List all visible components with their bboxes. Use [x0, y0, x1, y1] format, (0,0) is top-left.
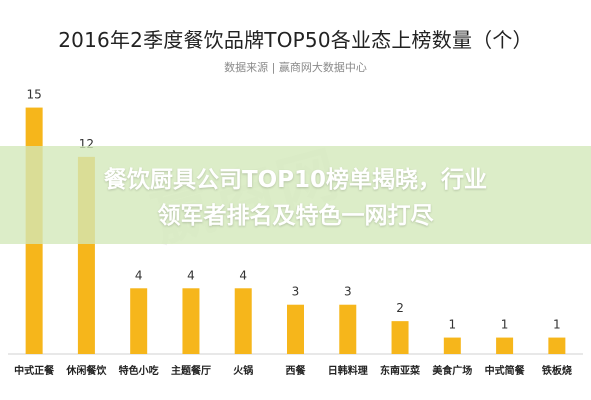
- data-label-6: 3: [344, 285, 352, 299]
- bar-4: [234, 288, 252, 354]
- x-tick-label-2: 特色小吃: [119, 364, 159, 377]
- data-label-4: 4: [239, 268, 247, 282]
- data-label-0: 15: [26, 88, 41, 102]
- data-label-3: 4: [187, 268, 195, 282]
- headline-text: 餐饮厨具公司TOP10榜单揭晓，行业 领军者排名及特色一网打尽: [0, 162, 591, 234]
- bar-6: [339, 304, 357, 354]
- x-tick-label-6: 日韩料理: [328, 364, 368, 377]
- bar-10: [548, 337, 566, 354]
- bar-3: [182, 288, 200, 354]
- x-tick-label-7: 东南亚菜: [380, 364, 421, 377]
- data-label-10: 1: [553, 318, 561, 332]
- chart-source: 数据来源 | 赢商网大数据中心: [224, 61, 367, 74]
- data-label-8: 1: [448, 318, 456, 332]
- x-tick-label-4: 火锅: [233, 364, 253, 377]
- data-label-9: 1: [501, 318, 509, 332]
- x-tick-label-8: 美食广场: [432, 364, 472, 377]
- headline-overlay: [0, 146, 591, 244]
- bar-7: [391, 321, 409, 354]
- data-label-5: 3: [292, 285, 300, 299]
- x-tick-label-0: 中式正餐: [14, 364, 55, 377]
- chart-title: 2016年2季度餐饮品牌TOP50各业态上榜数量（个）: [58, 28, 533, 52]
- bar-2: [130, 288, 148, 354]
- x-tick-label-1: 休闲餐饮: [65, 364, 107, 377]
- bar-5: [287, 304, 304, 354]
- x-tick-label-3: 主题餐厅: [171, 364, 211, 377]
- bar-9: [496, 337, 514, 354]
- x-tick-label-9: 中式简餐: [485, 364, 526, 377]
- data-label-2: 4: [135, 268, 143, 282]
- headline-line-2: 领军者排名及特色一网打尽: [157, 203, 434, 229]
- x-tick-label-10: 铁板烧: [542, 364, 572, 377]
- x-tick-label-5: 西餐: [286, 364, 307, 377]
- data-label-7: 2: [396, 301, 404, 315]
- headline-line-1: 餐饮厨具公司TOP10榜单揭晓，行业: [103, 167, 488, 193]
- bar-8: [443, 337, 461, 354]
